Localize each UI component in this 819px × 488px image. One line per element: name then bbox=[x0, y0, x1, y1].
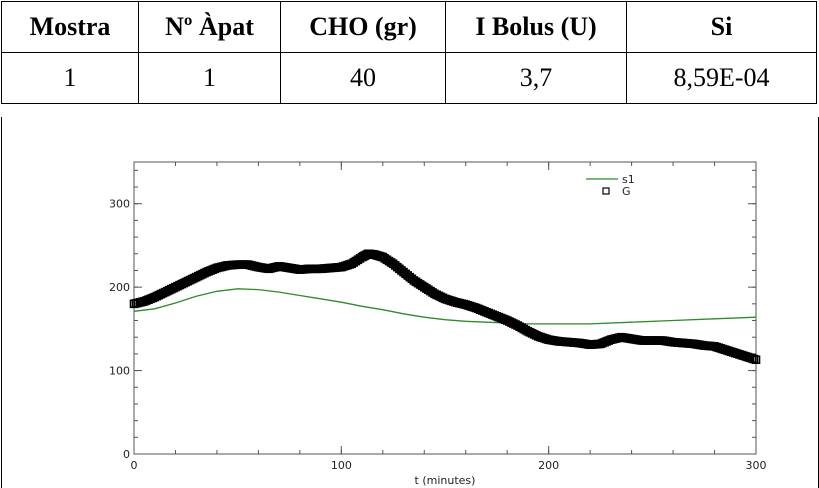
glucose-chart: 0 100 200 300 0 100 200 300 t (minutes) s1G bbox=[109, 161, 767, 487]
header-ibolus: I Bolus (U) bbox=[445, 1, 627, 53]
header-cho: CHO (gr) bbox=[280, 1, 446, 53]
y-tick-label: 300 bbox=[109, 198, 130, 211]
cell-apat: 1 bbox=[138, 52, 281, 104]
cell-cho: 40 bbox=[280, 52, 446, 104]
table-header-row: Mostra Nº Àpat CHO (gr) I Bolus (U) Si bbox=[1, 1, 817, 53]
legend-marker-G bbox=[602, 187, 610, 195]
sample-table: Mostra Nº Àpat CHO (gr) I Bolus (U) Si 1… bbox=[1, 1, 817, 104]
x-axis-title: t (minutes) bbox=[415, 474, 476, 487]
x-tick-label: 300 bbox=[746, 459, 767, 472]
header-apat: Nº Àpat bbox=[138, 1, 281, 53]
x-tick-label: 0 bbox=[131, 459, 138, 472]
cell-mostra: 1 bbox=[1, 52, 139, 104]
plot-frame bbox=[133, 161, 757, 455]
data-point-G bbox=[751, 355, 761, 365]
x-tick-label: 200 bbox=[538, 459, 559, 472]
legend-label-s1: s1 bbox=[622, 173, 635, 186]
series-line-s1 bbox=[133, 288, 757, 325]
x-tick-label: 100 bbox=[331, 459, 352, 472]
header-si: Si bbox=[626, 1, 817, 53]
y-tick-label: 100 bbox=[109, 365, 130, 378]
y-tick-label: 0 bbox=[123, 448, 130, 461]
header-mostra: Mostra bbox=[1, 1, 139, 53]
cell-si: 8,59E-04 bbox=[626, 52, 817, 104]
y-tick-label: 200 bbox=[109, 281, 130, 294]
table-row: 1 1 40 3,7 8,59E-04 bbox=[1, 52, 817, 104]
cell-ibolus: 3,7 bbox=[445, 52, 627, 104]
chart-container: 0 100 200 300 0 100 200 300 t (minutes) s1 G bbox=[1, 117, 819, 488]
legend-label-G: G bbox=[622, 185, 631, 198]
